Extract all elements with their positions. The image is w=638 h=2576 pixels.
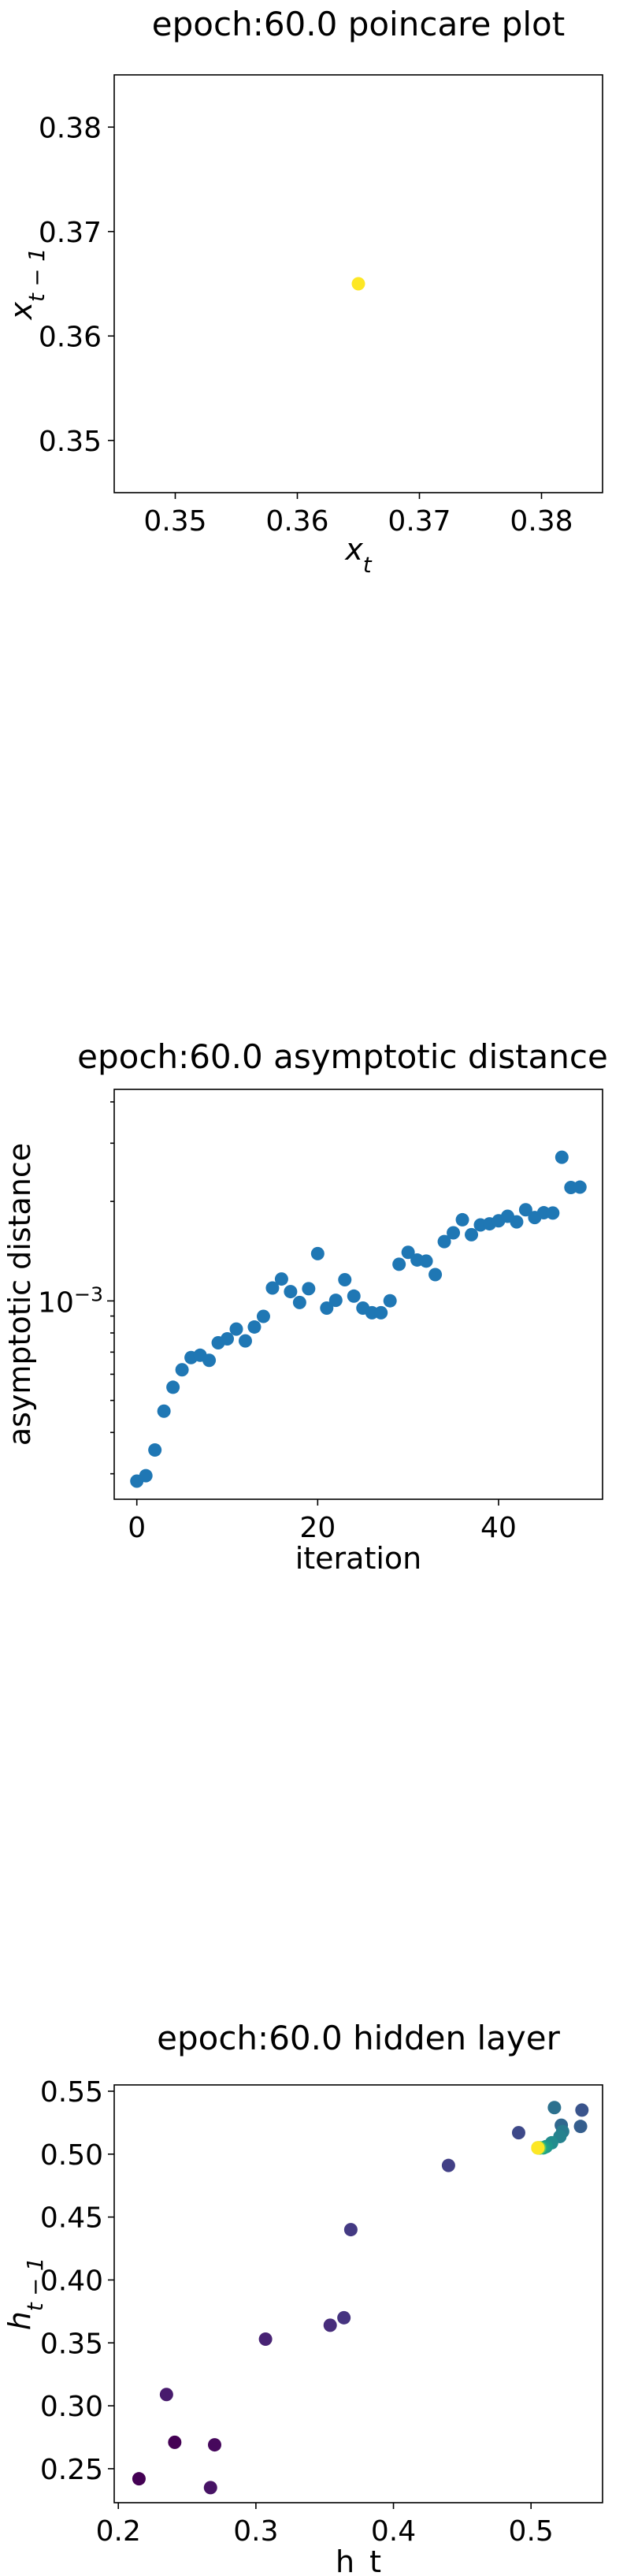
y-tick-label: 0.35 (39, 426, 102, 458)
x-tick-label: 0.4 (371, 2515, 416, 2548)
x-axis-label: iteration (295, 1541, 422, 1576)
data-point (401, 1245, 415, 1260)
chart-title: epoch:60.0 hidden layer (157, 2019, 560, 2057)
x-tick-label: 0.2 (96, 2515, 141, 2548)
data-point (320, 1301, 334, 1316)
data-point (202, 1353, 217, 1368)
data-point (175, 1363, 189, 1377)
x-tick-label: 40 (480, 1512, 517, 1544)
data-point (203, 2481, 217, 2495)
data-point (302, 1282, 316, 1296)
data-point (555, 1150, 569, 1164)
y-axis-label: asymptotic distance (2, 1143, 37, 1446)
data-point (455, 1212, 469, 1227)
data-point (419, 1254, 433, 1268)
data-point (159, 2388, 173, 2402)
data-point (139, 1469, 153, 1483)
data-point (546, 1206, 560, 1220)
chart-title: epoch:60.0 poincare plot (152, 5, 565, 43)
data-point (573, 2120, 588, 2134)
data-point (547, 2101, 562, 2115)
data-point (337, 2310, 351, 2325)
data-point (292, 1295, 306, 1309)
x-tick-label: 0.3 (233, 2515, 278, 2548)
poincare-chart: epoch:60.0 poincare plot 0.35 0.36 0.37 0.38… (4, 5, 603, 578)
y-axis-label: ht − 1 (2, 2258, 48, 2331)
x-tick-label: 0 (128, 1512, 146, 1544)
y-tick-label: 0.38 (39, 112, 102, 144)
data-point (310, 1246, 325, 1260)
y-tick-label: 0.36 (39, 321, 102, 353)
data-point (343, 2223, 358, 2237)
y-tick-label: 0.55 (40, 2076, 103, 2109)
data-point (284, 1285, 298, 1299)
data-point (428, 1268, 443, 1282)
data-point (323, 2318, 337, 2332)
data-point (374, 1305, 388, 1320)
data-point (575, 2103, 589, 2117)
data-point (518, 1203, 532, 1217)
data-point (511, 2126, 525, 2140)
data-point (148, 1443, 162, 1457)
plot-frame (113, 2084, 603, 2503)
data-point (238, 1334, 252, 1348)
y-tick-label: 0.30 (40, 2391, 103, 2423)
data-point (274, 1272, 288, 1286)
x-axis-label: h_t (336, 2544, 381, 2576)
hidden-layer-chart: epoch:60.0 hidden layer 0.2 0.3 0.4 0.5 0.25 0… (2, 2019, 603, 2576)
data-point (247, 1320, 262, 1334)
y-tick-label: 0.45 (40, 2202, 103, 2235)
plot-frame (113, 1089, 603, 1500)
data-point (437, 1234, 451, 1249)
data-point (256, 1309, 270, 1323)
data-point (166, 1380, 180, 1394)
data-point (392, 1257, 406, 1271)
data-point (221, 1331, 235, 1346)
y-axis-label: xt − 1 (4, 248, 50, 321)
y-tick-label: 0.25 (40, 2454, 103, 2486)
data-point (573, 1180, 587, 1194)
data-point (510, 1215, 524, 1229)
data-point (258, 2332, 273, 2346)
y-tick-label: 0.37 (39, 217, 102, 249)
data-point (207, 2438, 221, 2452)
asymptotic-distance-chart: epoch:60.0 asymptotic distance 0 20 40 10−3 i… (2, 1037, 608, 1576)
data-point (168, 2435, 182, 2449)
x-tick-label: 0.38 (510, 505, 573, 538)
data-point (338, 1273, 352, 1287)
x-tick-label: 20 (299, 1512, 336, 1544)
x-tick-label: 0.35 (143, 505, 206, 538)
data-point (383, 1294, 397, 1308)
data-point (132, 2472, 146, 2486)
x-tick-label: 0.37 (388, 505, 451, 538)
x-tick-label: 0.36 (265, 505, 328, 538)
x-axis-label: xt (344, 532, 373, 578)
data-point (328, 1294, 343, 1308)
x-tick-label: 0.5 (509, 2515, 554, 2548)
plot-frame (113, 74, 603, 493)
data-point (351, 277, 365, 291)
y-tick-label: 0.40 (40, 2265, 103, 2297)
data-point (531, 2141, 545, 2155)
y-tick-label: 0.50 (40, 2139, 103, 2172)
chart-title: epoch:60.0 asymptotic distance (77, 1037, 608, 1076)
data-point (157, 1404, 171, 1418)
data-point (441, 2158, 455, 2172)
y-tick-label: 0.35 (40, 2328, 103, 2360)
data-point (347, 1289, 361, 1303)
data-point (229, 1322, 243, 1336)
y-tick-label: 10−3 (38, 1282, 103, 1320)
data-point (265, 1281, 280, 1295)
data-point (447, 1226, 461, 1240)
data-point (465, 1227, 479, 1241)
